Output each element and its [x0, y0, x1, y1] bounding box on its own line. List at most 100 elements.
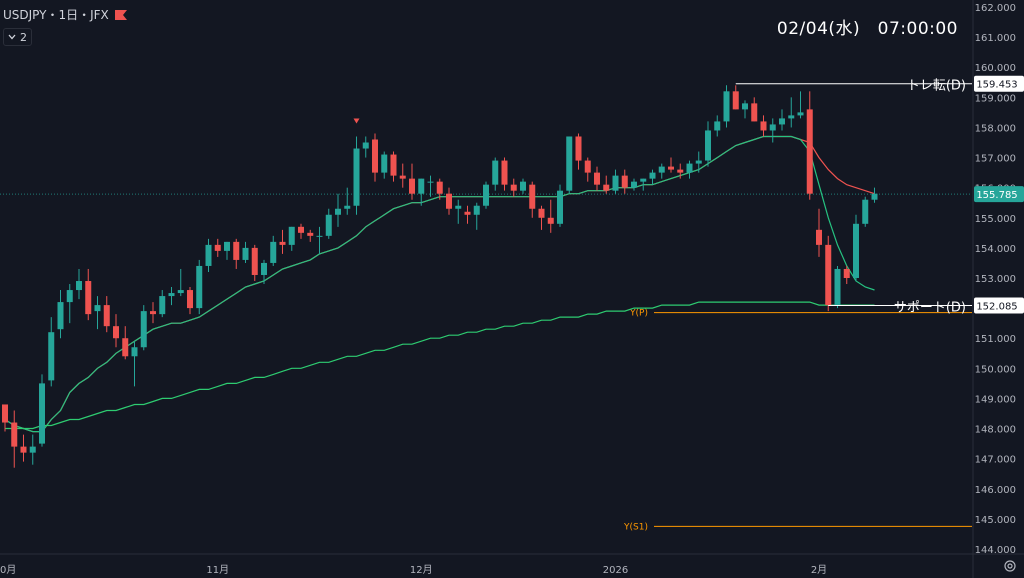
- candle-body[interactable]: [131, 347, 138, 357]
- candle-body[interactable]: [446, 193, 452, 209]
- candle-body[interactable]: [113, 326, 119, 339]
- candle-body[interactable]: [705, 130, 711, 161]
- candle-body[interactable]: [66, 290, 73, 303]
- candle-body[interactable]: [806, 109, 813, 194]
- candle-body[interactable]: [742, 103, 748, 110]
- candle-body[interactable]: [760, 121, 767, 131]
- candle-body[interactable]: [557, 190, 563, 224]
- candle-body[interactable]: [649, 172, 656, 179]
- candle-body[interactable]: [788, 115, 795, 119]
- candle-body[interactable]: [159, 296, 166, 315]
- candle-body[interactable]: [187, 290, 193, 309]
- candle-body[interactable]: [372, 139, 378, 173]
- candle-body[interactable]: [751, 103, 758, 122]
- candle-body[interactable]: [871, 193, 878, 200]
- candle-body[interactable]: [612, 175, 619, 191]
- candle-body[interactable]: [714, 121, 721, 131]
- candle-body[interactable]: [224, 241, 230, 251]
- candle-body[interactable]: [501, 160, 508, 185]
- candle-body[interactable]: [298, 226, 304, 233]
- candle-body[interactable]: [48, 332, 55, 381]
- candle-body[interactable]: [658, 166, 665, 173]
- candle-body[interactable]: [825, 244, 832, 306]
- candle-body[interactable]: [455, 205, 462, 209]
- candle-body[interactable]: [233, 241, 240, 260]
- candle-body[interactable]: [464, 211, 471, 215]
- settings-gear-icon[interactable]: [1002, 558, 1018, 574]
- candle-body[interactable]: [686, 163, 693, 173]
- candle-body[interactable]: [76, 281, 82, 291]
- candle-body[interactable]: [862, 199, 869, 224]
- candle-body[interactable]: [547, 217, 554, 224]
- flag-icon[interactable]: [114, 9, 127, 20]
- candle-body[interactable]: [769, 124, 776, 131]
- candle-body[interactable]: [677, 169, 684, 173]
- candle-body[interactable]: [57, 302, 64, 330]
- candle-body[interactable]: [196, 265, 203, 309]
- candle-body[interactable]: [85, 281, 92, 315]
- candle-body[interactable]: [270, 241, 277, 263]
- candle-body[interactable]: [103, 305, 110, 327]
- candle-body[interactable]: [288, 226, 295, 245]
- candle-body[interactable]: [11, 422, 18, 447]
- candle-body[interactable]: [631, 181, 637, 188]
- candle-body[interactable]: [436, 181, 443, 194]
- candle-body[interactable]: [427, 181, 434, 183]
- symbol-header[interactable]: USDJPY・1日・JFX: [3, 6, 127, 23]
- candle-body[interactable]: [242, 247, 249, 260]
- candle-body[interactable]: [853, 223, 859, 278]
- candle-body[interactable]: [251, 247, 258, 275]
- candle-body[interactable]: [732, 91, 739, 110]
- candle-body[interactable]: [492, 160, 499, 185]
- candle-body[interactable]: [520, 181, 526, 191]
- candle-body[interactable]: [816, 229, 822, 245]
- candle-body[interactable]: [362, 142, 369, 149]
- candle-body[interactable]: [843, 268, 850, 278]
- candle-body[interactable]: [168, 293, 175, 297]
- candle-body[interactable]: [695, 160, 702, 164]
- candle-body[interactable]: [325, 214, 332, 236]
- candle-body[interactable]: [594, 172, 600, 185]
- candle-body[interactable]: [279, 241, 286, 245]
- candle-body[interactable]: [640, 178, 647, 182]
- candle-body[interactable]: [29, 446, 36, 453]
- candle-body[interactable]: [150, 311, 156, 315]
- candle-body[interactable]: [261, 262, 267, 275]
- candle-body[interactable]: [344, 205, 351, 209]
- candle-body[interactable]: [381, 154, 388, 173]
- candle-body[interactable]: [779, 118, 785, 125]
- candle-body[interactable]: [483, 184, 489, 206]
- candle-body[interactable]: [575, 136, 582, 161]
- candle-body[interactable]: [316, 235, 323, 237]
- candle-body[interactable]: [122, 338, 129, 357]
- candle-body[interactable]: [205, 244, 212, 266]
- indicator-toggle[interactable]: 2: [3, 28, 32, 46]
- candle-body[interactable]: [177, 290, 184, 294]
- candle-body[interactable]: [409, 178, 415, 194]
- candle-body[interactable]: [621, 175, 628, 188]
- candle-body[interactable]: [510, 184, 517, 191]
- candle-body[interactable]: [20, 446, 27, 453]
- candle-body[interactable]: [214, 244, 221, 251]
- candle-body[interactable]: [353, 148, 360, 206]
- candle-body[interactable]: [538, 208, 545, 218]
- candle-body[interactable]: [390, 154, 397, 176]
- candle-body[interactable]: [529, 184, 536, 209]
- candle-body[interactable]: [2, 404, 8, 423]
- candle-body[interactable]: [723, 91, 730, 122]
- candle-body[interactable]: [94, 305, 101, 312]
- candle-body[interactable]: [834, 268, 841, 306]
- candle-body[interactable]: [584, 160, 591, 173]
- candle-body[interactable]: [140, 311, 147, 348]
- candle-body[interactable]: [473, 205, 480, 215]
- candle-body[interactable]: [307, 232, 314, 236]
- candle-body[interactable]: [39, 383, 45, 444]
- candle-body[interactable]: [566, 136, 573, 191]
- candle-body[interactable]: [603, 184, 610, 191]
- candle-body[interactable]: [797, 112, 804, 116]
- candle-body[interactable]: [668, 166, 674, 170]
- candle-body[interactable]: [335, 208, 341, 215]
- candle-body[interactable]: [418, 178, 425, 194]
- candle-body[interactable]: [399, 175, 406, 179]
